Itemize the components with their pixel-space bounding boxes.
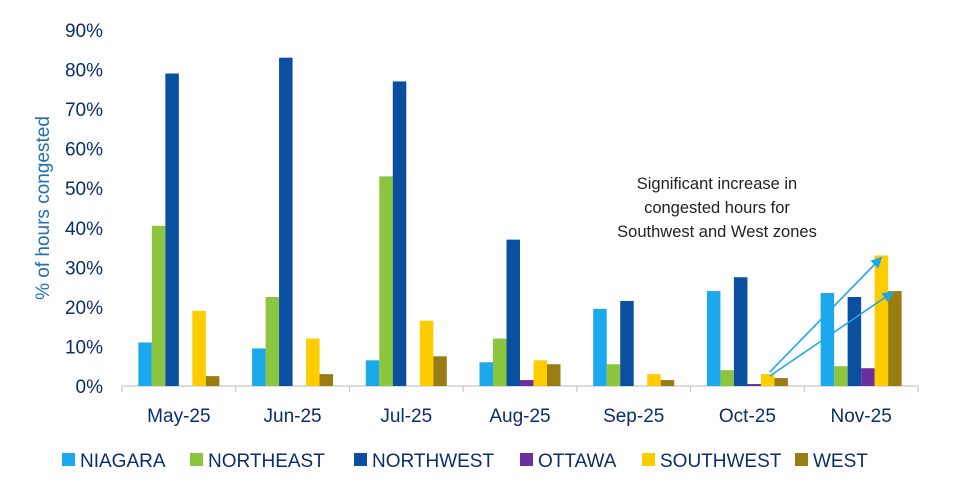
bar-west-sep-25 xyxy=(660,380,675,386)
bar-northeast-may-25 xyxy=(151,225,166,386)
legend-swatch xyxy=(795,453,808,466)
bar-northwest-jul-25 xyxy=(392,81,407,387)
y-axis-label: % of hours congested xyxy=(33,116,54,300)
legend-item-west: WEST xyxy=(795,451,868,472)
x-tick-label: Oct-25 xyxy=(719,406,776,427)
axes xyxy=(121,385,919,392)
bar-northeast-aug-25 xyxy=(493,338,507,386)
legend-label: NORTHEAST xyxy=(208,451,325,472)
y-axis-ticks: 0% 10% 20% 30% 40% 50% 60% 70% 80% 90% xyxy=(65,21,103,398)
bar-west-jul-25 xyxy=(433,356,447,386)
x-tick-label: Jul-25 xyxy=(380,406,432,427)
y-tick-label: 70% xyxy=(65,100,103,121)
bar-west-jun-25 xyxy=(319,374,334,386)
bar-southwest-nov-25 xyxy=(874,255,889,386)
bar-southwest-sep-25 xyxy=(647,374,661,386)
bar-northwest-jun-25 xyxy=(279,57,293,386)
annotation-arrow-west xyxy=(769,291,894,377)
y-tick-label: 0% xyxy=(76,377,104,398)
y-tick-label: 50% xyxy=(65,179,103,200)
bar-niagara-jul-25 xyxy=(365,360,380,386)
bar-northeast-jun-25 xyxy=(265,297,280,386)
y-tick-label: 90% xyxy=(65,21,103,42)
legend-label: WEST xyxy=(813,451,868,472)
x-tick-label: Nov-25 xyxy=(831,406,892,427)
y-tick-label: 30% xyxy=(65,258,103,279)
bar-southwest-jun-25 xyxy=(306,338,320,386)
legend-swatch xyxy=(354,453,367,466)
y-tick-label: 20% xyxy=(65,298,103,319)
legend-item-southwest: SOUTHWEST xyxy=(642,451,782,472)
bar-northeast-sep-25 xyxy=(606,364,621,386)
annotation-line: Significant increase in xyxy=(637,175,798,193)
y-tick-label: 40% xyxy=(65,219,103,240)
bars xyxy=(138,57,902,387)
bar-west-nov-25 xyxy=(888,291,902,386)
bar-northeast-jul-25 xyxy=(379,176,393,386)
legend-item-niagara: NIAGARA xyxy=(62,451,166,472)
bar-northeast-nov-25 xyxy=(834,366,848,386)
legend-swatch xyxy=(642,453,655,466)
legend-label: SOUTHWEST xyxy=(660,451,782,472)
x-tick-label: Jun-25 xyxy=(264,406,322,427)
bar-northwest-aug-25 xyxy=(506,239,520,386)
legend-item-ottawa: OTTAWA xyxy=(520,451,617,472)
bar-southwest-may-25 xyxy=(192,310,206,386)
annotation-arrow-southwest xyxy=(769,256,883,373)
y-tick-label: 80% xyxy=(65,61,103,82)
bar-northwest-oct-25 xyxy=(733,277,748,386)
bar-southwest-oct-25 xyxy=(760,374,775,386)
bar-northwest-sep-25 xyxy=(620,300,634,386)
legend: NIAGARA NORTHEAST NORTHWEST OTTAWA SOUTHWEST… xyxy=(62,451,868,472)
bar-west-may-25 xyxy=(205,376,220,386)
x-axis-ticks: May-25 Jun-25 Jul-25 Aug-25 Sep-25 Oct-25 Nov-… xyxy=(147,406,892,427)
y-tick-label: 60% xyxy=(65,140,103,161)
x-tick-label: Sep-25 xyxy=(603,406,664,427)
x-tick-label: May-25 xyxy=(147,406,210,427)
bar-niagara-sep-25 xyxy=(593,308,607,386)
legend-item-northeast: NORTHEAST xyxy=(190,451,325,472)
bar-ottawa-nov-25 xyxy=(861,368,875,386)
bar-ottawa-oct-25 xyxy=(747,384,761,386)
annotation: Significant increase in congested hours f… xyxy=(617,175,894,377)
bar-niagara-aug-25 xyxy=(479,362,493,386)
bar-niagara-jun-25 xyxy=(252,348,266,386)
legend-swatch xyxy=(62,453,75,466)
legend-swatch xyxy=(190,453,203,466)
bar-northwest-nov-25 xyxy=(847,297,862,386)
bar-niagara-oct-25 xyxy=(706,291,721,386)
annotation-line: Southwest and West zones xyxy=(617,223,817,241)
bar-west-oct-25 xyxy=(774,378,788,386)
y-tick-label: 10% xyxy=(65,337,103,358)
bar-northeast-oct-25 xyxy=(720,370,734,386)
legend-item-northwest: NORTHWEST xyxy=(354,451,494,472)
bar-northwest-may-25 xyxy=(165,73,179,386)
legend-label: NORTHWEST xyxy=(372,451,494,472)
bar-niagara-may-25 xyxy=(138,342,152,386)
annotation-line: congested hours for xyxy=(644,199,790,217)
x-tick-label: Aug-25 xyxy=(489,406,550,427)
legend-label: NIAGARA xyxy=(80,451,166,472)
bar-ottawa-aug-25 xyxy=(520,380,534,386)
bar-west-aug-25 xyxy=(547,364,561,386)
bar-southwest-jul-25 xyxy=(419,320,434,386)
legend-swatch xyxy=(520,453,533,466)
legend-label: OTTAWA xyxy=(538,451,617,472)
bar-southwest-aug-25 xyxy=(533,360,547,386)
